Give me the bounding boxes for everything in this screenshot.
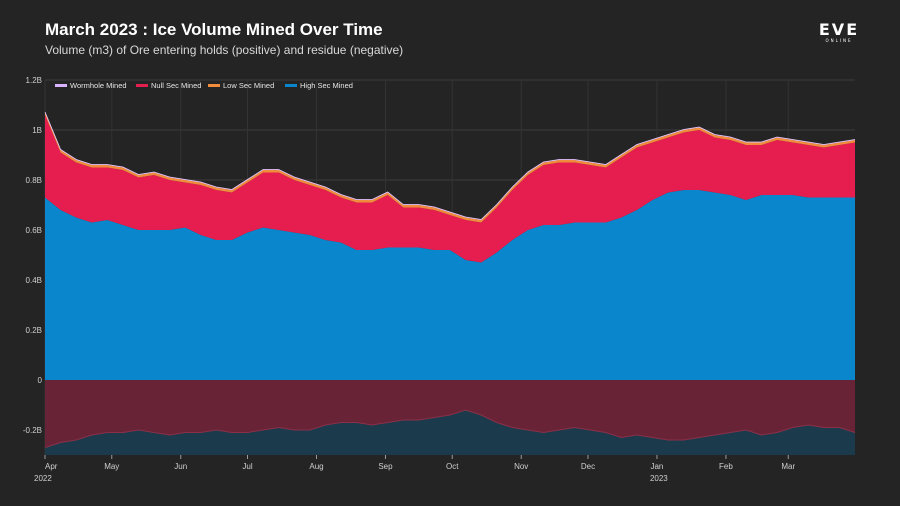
legend-swatch — [136, 84, 148, 87]
y-tick-label: 0.6B — [26, 226, 42, 235]
x-axis: Apr May Jun Jul Aug Sep Oct Nov Dec Jan Feb Mar 2022… — [34, 455, 795, 483]
y-tick-label: -0.2B — [23, 426, 42, 435]
y-axis: -0.2B 0 0.2B 0.4B 0.6B 0.8B 1B 1.2B — [23, 76, 43, 435]
chart-title: March 2023 : Ice Volume Mined Over Time — [45, 20, 383, 39]
residue-area — [45, 380, 855, 448]
x-tick-label: Nov — [514, 462, 528, 471]
x-tick-label: May — [104, 462, 119, 471]
logo-subtext: ONLINE — [825, 38, 853, 43]
eve-online-logo: EVE ONLINE — [810, 22, 868, 46]
legend-entry: High Sec Mined — [300, 81, 353, 90]
legend-swatch — [285, 84, 297, 87]
high-sec-area — [45, 190, 855, 380]
legend-swatch — [55, 84, 67, 87]
logo-text: EVE — [818, 20, 860, 39]
y-tick-label: 0.8B — [26, 176, 42, 185]
x-tick-label: Aug — [309, 462, 323, 471]
x-tick-label: Jan — [650, 462, 663, 471]
x-tick-label: Jul — [242, 462, 252, 471]
y-tick-label: 0.2B — [26, 326, 42, 335]
legend-swatch — [208, 84, 220, 87]
x-tick-label: Dec — [581, 462, 595, 471]
legend-entry: Low Sec Mined — [223, 81, 274, 90]
x-tick-label: Oct — [446, 462, 459, 471]
residue-line — [44, 409, 856, 448]
x-tick-label: Apr — [45, 462, 58, 471]
y-tick-label: 1.2B — [26, 76, 42, 85]
y-tick-label: 0.4B — [26, 276, 42, 285]
x-tick-label: Feb — [719, 462, 733, 471]
x-tick-label: Jun — [174, 462, 187, 471]
total-top-line — [44, 111, 856, 220]
series-areas — [44, 111, 856, 455]
chart-subtitle: Volume (m3) of Ore entering holds (posit… — [45, 43, 404, 57]
legend: Wormhole Mined Null Sec Mined Low Sec Mine… — [55, 81, 353, 90]
null-sec-area — [45, 115, 855, 263]
x-year-label: 2022 — [34, 474, 52, 483]
y-tick-label: 1B — [32, 126, 42, 135]
x-tick-label: Sep — [378, 462, 393, 471]
y-tick-label: 0 — [38, 376, 43, 385]
x-year-label: 2023 — [650, 474, 668, 483]
legend-entry: Wormhole Mined — [70, 81, 127, 90]
x-tick-label: Mar — [781, 462, 795, 471]
legend-entry: Null Sec Mined — [151, 81, 201, 90]
